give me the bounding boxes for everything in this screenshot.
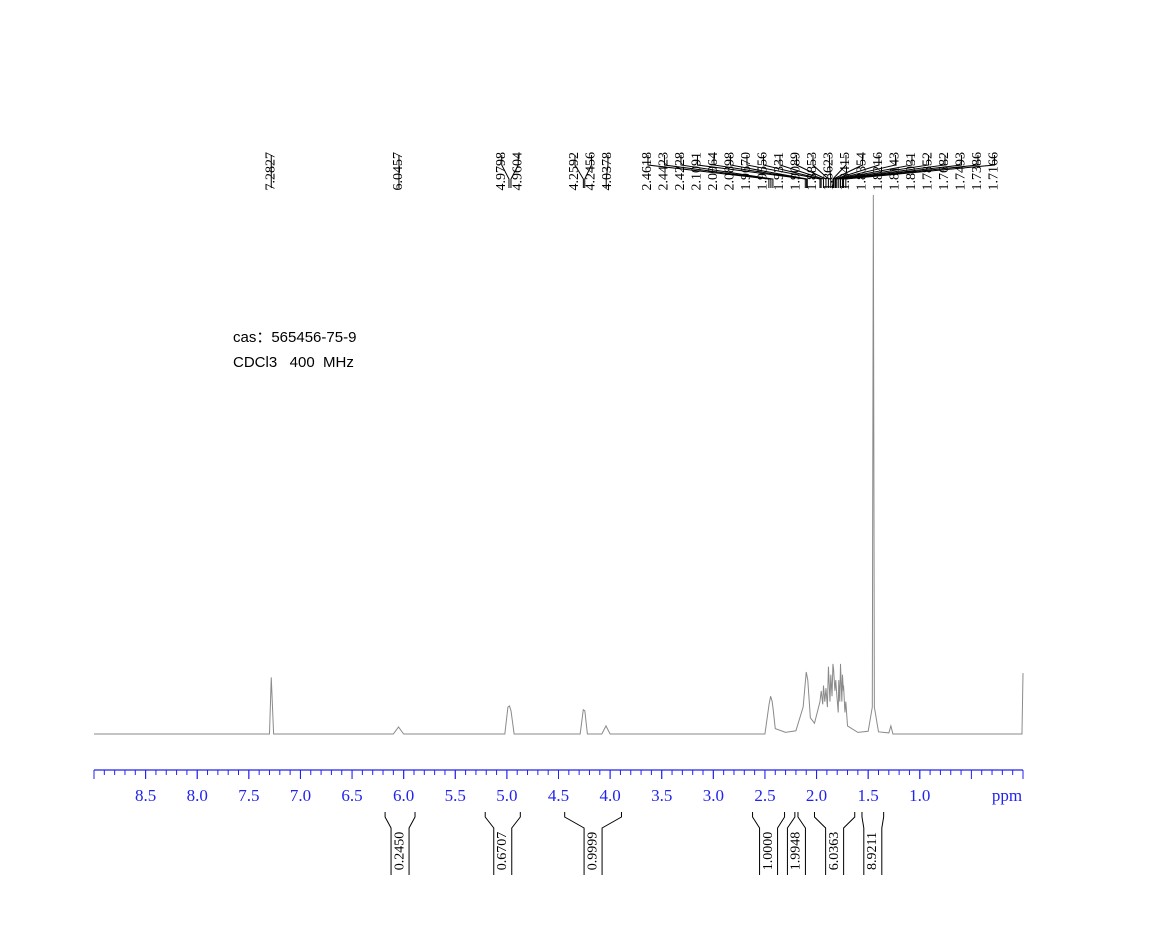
x-tick-label: 5.5 <box>445 786 466 805</box>
x-tick-label: 6.5 <box>341 786 362 805</box>
peak-label: 1.7386 <box>970 152 985 191</box>
peak-connector <box>845 155 995 188</box>
integral-label: 1.0000 <box>761 832 776 871</box>
peak-label: 1.7166 <box>987 152 1002 191</box>
peak-connector <box>729 155 808 188</box>
peak-connector <box>574 155 584 188</box>
peak-connector <box>746 155 821 188</box>
peak-label: 2.0964 <box>706 152 721 191</box>
peak-connector <box>663 155 772 188</box>
integral-bracket <box>752 812 786 875</box>
peak-label: 1.7493 <box>954 152 969 191</box>
peak-label: 2.1091 <box>690 152 705 191</box>
x-tick-label: 4.0 <box>599 786 620 805</box>
peak-label: 1.9670 <box>739 152 754 191</box>
peak-connector <box>696 155 806 188</box>
peak-label: 4.9798 <box>494 152 509 191</box>
peak-connector <box>812 155 829 188</box>
x-tick-label: 5.0 <box>496 786 517 805</box>
peak-connector <box>779 155 824 188</box>
x-tick-label: 1.5 <box>858 786 879 805</box>
x-axis-label: ppm <box>992 786 1022 805</box>
integral-bracket <box>861 812 885 875</box>
integral-label: 0.9999 <box>585 832 600 871</box>
x-tick-label: 7.0 <box>290 786 311 805</box>
peak-label: 2.4618 <box>640 152 655 191</box>
peak-connector <box>841 155 962 188</box>
peak-label: 4.2592 <box>567 152 582 191</box>
integral-label: 1.9948 <box>789 832 804 871</box>
integral-label: 6.0363 <box>827 832 842 871</box>
peak-connector <box>839 155 946 188</box>
peak-connector <box>833 155 863 188</box>
x-tick-label: 4.5 <box>548 786 569 805</box>
peak-connector <box>843 155 979 188</box>
peak-label: 2.4423 <box>657 152 672 191</box>
integral-label: 8.9211 <box>865 832 880 870</box>
peak-label: 2.4228 <box>673 152 688 191</box>
peak-connector <box>713 155 808 188</box>
integral-label: 0.2450 <box>392 832 407 871</box>
peak-label: 1.8853 <box>805 152 820 191</box>
peak-connector <box>828 155 832 188</box>
integral-bracket <box>484 812 521 875</box>
peak-connector <box>836 155 913 188</box>
peak-connector <box>510 155 519 188</box>
integral-bracket <box>384 812 416 875</box>
peak-label: 1.8354 <box>855 152 870 191</box>
spectrum-line <box>94 194 1024 735</box>
peak-label: 1.9331 <box>772 152 787 191</box>
peak-connector <box>762 155 822 188</box>
integral-bracket <box>813 812 856 875</box>
peak-label: 1.7682 <box>937 152 952 191</box>
peak-connector <box>647 155 770 188</box>
peak-connector <box>501 155 510 188</box>
x-tick-label: 1.0 <box>909 786 930 805</box>
peak-connector <box>584 155 592 188</box>
peak-connector <box>835 155 896 188</box>
peak-label: 1.9556 <box>756 152 771 191</box>
peak-label: 2.0898 <box>723 152 738 191</box>
x-tick-label: 7.5 <box>238 786 259 805</box>
x-tick-label: 3.0 <box>703 786 724 805</box>
peak-connector <box>605 155 609 188</box>
peak-label: 4.9604 <box>510 152 525 191</box>
integral-bracket <box>786 812 806 875</box>
peak-connector <box>795 155 827 188</box>
integral-label: 0.6707 <box>495 832 510 871</box>
x-tick-label: 8.5 <box>135 786 156 805</box>
x-tick-label: 2.0 <box>806 786 827 805</box>
x-tick-label: 8.0 <box>187 786 208 805</box>
x-tick-label: 3.5 <box>651 786 672 805</box>
peak-label: 4.2456 <box>584 152 599 191</box>
peak-connector <box>680 155 774 188</box>
peak-connector <box>832 155 847 188</box>
peak-connector <box>834 155 880 188</box>
x-tick-label: 6.0 <box>393 786 414 805</box>
x-tick-label: 2.5 <box>754 786 775 805</box>
peak-connector <box>838 155 929 188</box>
peak-label: 1.8415 <box>838 152 853 191</box>
annotation: cas：565456-75-9 <box>233 329 356 346</box>
integral-bracket <box>564 812 622 875</box>
annotation: CDCl3 400 MHz <box>233 354 354 371</box>
peak-label: 1.9089 <box>789 152 804 191</box>
